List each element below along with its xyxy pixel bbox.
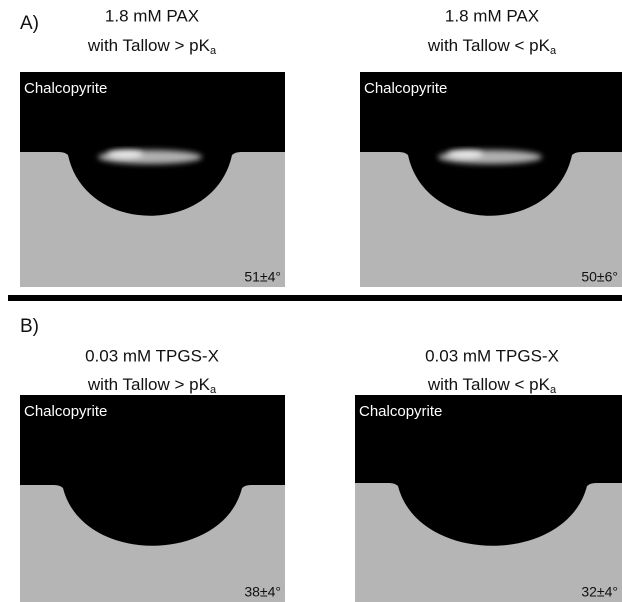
figure: A) Chalcopyrite 51±4° 1.8 mM PAX with Tallow… (0, 0, 622, 602)
subscript: a (550, 45, 557, 57)
condition-title: 0.03 mM TPGS-X (425, 346, 559, 365)
contact-angle: 51±4° (244, 269, 281, 285)
subscript: a (210, 384, 217, 396)
subscript: a (550, 384, 557, 396)
panel-label: A) (20, 13, 39, 34)
contact-angle: 32±4° (581, 584, 618, 600)
reflection (107, 150, 143, 158)
condition-subtitle: with Tallow > pKa (87, 375, 217, 395)
condition-title: 1.8 mM PAX (445, 6, 539, 25)
mineral-label: Chalcopyrite (359, 403, 442, 420)
condition-title: 1.8 mM PAX (105, 6, 199, 25)
condition-subtitle: with Tallow > pKa (87, 36, 217, 56)
droplet-image: Chalcopyrite 50±6° (360, 72, 622, 287)
subtitle-text: with Tallow > pK (87, 375, 211, 394)
subtitle-text: with Tallow < pK (427, 36, 551, 55)
panel-label: B) (20, 316, 39, 337)
contact-angle: 50±6° (581, 269, 618, 285)
condition-title: 0.03 mM TPGS-X (85, 346, 219, 365)
reflection (447, 150, 483, 158)
mineral-label: Chalcopyrite (24, 403, 107, 420)
subtitle-text: with Tallow < pK (427, 375, 551, 394)
subtitle-text: with Tallow > pK (87, 36, 211, 55)
droplet-image: Chalcopyrite 38±4° (20, 395, 285, 602)
condition-subtitle: with Tallow < pKa (427, 36, 557, 56)
separator (8, 295, 622, 301)
mineral-label: Chalcopyrite (24, 80, 107, 97)
droplet-image: Chalcopyrite 32±4° (355, 395, 622, 602)
mineral-label: Chalcopyrite (364, 80, 447, 97)
subscript: a (210, 45, 217, 57)
droplet-image: Chalcopyrite 51±4° (20, 72, 285, 287)
contact-angle: 38±4° (244, 584, 281, 600)
condition-subtitle: with Tallow < pKa (427, 375, 557, 395)
